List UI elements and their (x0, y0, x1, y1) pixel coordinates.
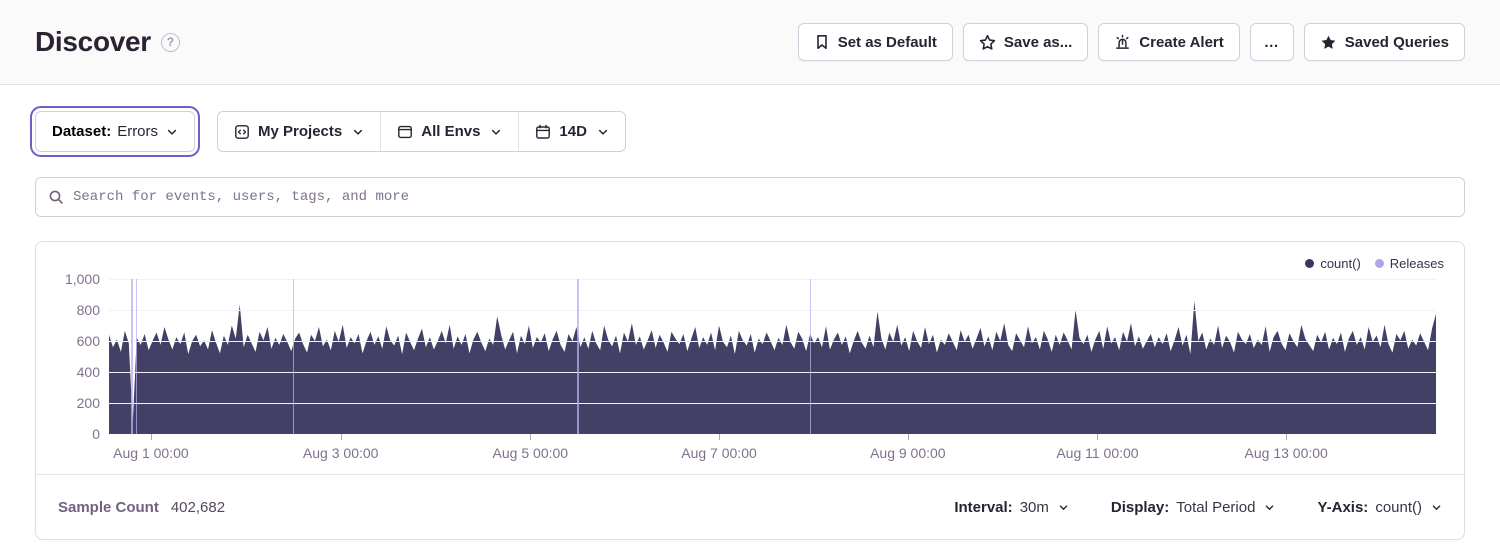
star-outline-icon (979, 34, 996, 51)
help-icon[interactable]: ? (160, 32, 180, 52)
y-axis-tick-label: 200 (76, 395, 100, 411)
x-axis-tick-label: Aug 3 00:00 (302, 445, 379, 461)
interval-value: 30m (1019, 498, 1049, 516)
header-actions: Set as Default Save as... Create Alert …… (797, 23, 1465, 61)
count-area-series (109, 300, 1436, 434)
chevron-down-icon (352, 126, 364, 138)
star-filled-icon (1320, 34, 1337, 51)
gridline (109, 372, 1436, 373)
events-chart-panel: count() Releases 1,000 800 600 400 200 0 Aug 1 … (35, 241, 1465, 540)
siren-icon (1114, 34, 1131, 51)
search-input[interactable] (73, 178, 1452, 216)
calendar-icon (535, 124, 551, 140)
chart-footer: Sample Count 402,682 Interval: 30m Displ… (36, 474, 1464, 539)
chevron-down-icon (597, 126, 609, 138)
sample-count: Sample Count 402,682 (58, 499, 225, 516)
search-icon (48, 189, 64, 205)
x-axis-tick (150, 434, 152, 440)
release-marker-line[interactable] (292, 279, 295, 434)
create-alert-label: Create Alert (1139, 33, 1224, 51)
filter-bar: Dataset: Errors My Projects All Envs (29, 106, 1465, 157)
legend-dot-icon (1374, 259, 1384, 268)
events-area-chart[interactable]: 1,000 800 600 400 200 0 Aug 1 00:00 Aug 3 00:00… (65, 271, 1436, 461)
chevron-down-icon (1431, 502, 1442, 513)
dataset-value: Errors (117, 123, 159, 140)
y-axis-tick-label: 600 (76, 333, 100, 349)
chevron-down-icon (490, 126, 502, 138)
window-icon (397, 124, 413, 140)
interval-dropdown[interactable]: Interval: 30m (954, 499, 1069, 516)
release-marker-line[interactable] (131, 279, 133, 434)
legend-label: count() (1320, 256, 1361, 271)
page-filters-group: My Projects All Envs 14D (217, 111, 626, 152)
projects-dropdown[interactable]: My Projects (218, 112, 380, 151)
chevron-down-icon (1058, 502, 1069, 513)
display-label: Display: (1110, 498, 1170, 516)
interval-label: Interval: (954, 498, 1013, 516)
set-as-default-button[interactable]: Set as Default (797, 23, 953, 61)
search-bar (35, 177, 1465, 217)
yaxis-dropdown[interactable]: Y-Axis: count() (1317, 499, 1442, 516)
set-as-default-label: Set as Default (837, 33, 937, 51)
chart-legend: count() Releases (1305, 256, 1444, 271)
sample-count-label: Sample Count (58, 498, 159, 516)
ellipsis-icon: … (1263, 33, 1280, 51)
dataset-label: Dataset: (52, 123, 112, 140)
chart-controls: Interval: 30m Display: Total Period Y-Ax… (954, 499, 1442, 516)
date-range-label: 14D (559, 123, 587, 140)
gridline (109, 403, 1436, 404)
x-axis-tick-label: Aug 13 00:00 (1244, 445, 1328, 461)
display-dropdown[interactable]: Display: Total Period (1111, 499, 1276, 516)
sample-count-value: 402,682 (170, 498, 226, 516)
y-axis-tick-label: 400 (76, 364, 100, 380)
x-axis-tick (340, 434, 342, 440)
gridline (109, 310, 1436, 311)
create-alert-button[interactable]: Create Alert (1098, 23, 1240, 61)
date-range-dropdown[interactable]: 14D (518, 112, 625, 151)
gridline (109, 279, 1436, 280)
release-marker-line[interactable] (135, 279, 138, 434)
saved-queries-button[interactable]: Saved Queries (1303, 23, 1465, 61)
legend-dot-icon (1305, 259, 1315, 268)
save-as-button[interactable]: Save as... (962, 23, 1089, 61)
x-axis-tick-label: Aug 7 00:00 (681, 445, 757, 461)
yaxis-value: count() (1375, 498, 1422, 516)
project-code-icon (234, 124, 250, 140)
x-axis-tick-label: Aug 1 00:00 (113, 445, 189, 461)
more-options-button[interactable]: … (1249, 23, 1294, 61)
page-header: Discover ? Set as Default Save as... Cre… (0, 0, 1500, 85)
release-marker-line[interactable] (577, 279, 579, 434)
legend-item-count[interactable]: count() (1305, 256, 1361, 271)
yaxis-label: Y-Axis: (1317, 498, 1369, 516)
release-marker-line[interactable] (809, 279, 812, 434)
x-axis-tick-label: Aug 9 00:00 (870, 445, 946, 461)
legend-label: Releases (1389, 256, 1444, 271)
x-axis-tick (907, 434, 909, 440)
projects-label: My Projects (258, 123, 343, 140)
page-title: Discover (35, 26, 151, 57)
legend-item-Releases[interactable]: Releases (1374, 256, 1444, 271)
save-as-label: Save as... (1003, 33, 1073, 51)
environments-dropdown[interactable]: All Envs (380, 112, 518, 151)
bookmark-icon (814, 34, 830, 50)
main-content: Dataset: Errors My Projects All Envs (0, 85, 1500, 540)
environments-label: All Envs (421, 123, 481, 140)
chevron-down-icon (1264, 502, 1275, 513)
x-axis-tick-label: Aug 11 00:00 (1056, 445, 1139, 461)
chevron-down-icon (166, 126, 178, 138)
gridline (109, 341, 1436, 342)
saved-queries-label: Saved Queries (1344, 33, 1449, 51)
x-axis-tick (1097, 434, 1099, 440)
y-axis-tick-label: 800 (76, 302, 100, 318)
y-axis-tick-label: 1,000 (64, 271, 100, 287)
dataset-dropdown[interactable]: Dataset: Errors (29, 106, 201, 157)
x-axis-tick-label: Aug 5 00:00 (492, 445, 569, 461)
x-axis-tick (530, 434, 532, 440)
y-axis-tick-label: 0 (92, 426, 100, 442)
x-axis-tick (1286, 434, 1288, 440)
display-value: Total Period (1176, 498, 1256, 516)
x-axis-tick (719, 434, 721, 440)
